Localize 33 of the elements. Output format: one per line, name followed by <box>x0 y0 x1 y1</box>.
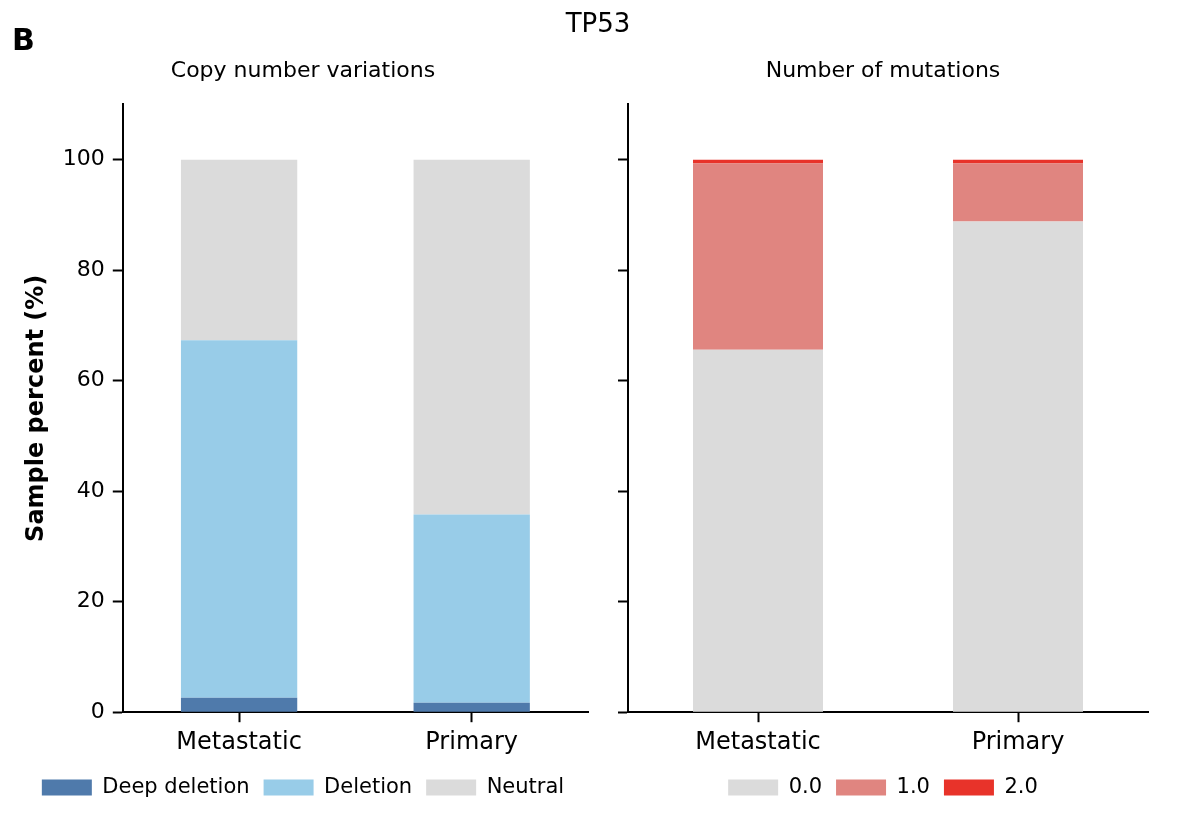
x-tick-label: Primary <box>425 726 519 755</box>
bar <box>413 702 530 712</box>
legend-label: Neutral <box>486 773 565 798</box>
y-tick-label: 20 <box>76 587 105 613</box>
y-tick-label: 100 <box>62 145 105 171</box>
text: B <box>12 22 35 57</box>
bar <box>953 221 1083 712</box>
legend-label: 0.0 <box>788 773 823 798</box>
bar <box>180 697 298 712</box>
x-tick-label: Metastatic <box>695 726 821 755</box>
bar <box>693 163 823 350</box>
y-tick-label: 60 <box>76 366 105 392</box>
bar <box>953 163 1083 222</box>
bar <box>180 159 298 341</box>
y-tick-label: 80 <box>76 255 105 281</box>
bar <box>693 159 823 164</box>
legend-label: Deep deletion <box>102 773 250 798</box>
chart-title: Copy number variations <box>170 56 436 82</box>
bar <box>693 349 823 712</box>
legend-label: 2.0 <box>1004 773 1038 798</box>
x-tick-label: Primary <box>971 726 1065 755</box>
text: TP53 <box>565 8 631 38</box>
y-axis-title: Sample percent (%) <box>20 274 49 542</box>
bar <box>180 340 298 698</box>
chart-title: Number of mutations <box>765 56 1001 82</box>
y-tick-label: 40 <box>76 476 105 502</box>
x-tick-label: Metastatic <box>176 726 302 755</box>
legend-label: Deletion <box>324 773 413 798</box>
y-tick-label: 0 <box>90 697 105 723</box>
legend-label: 1.0 <box>896 773 930 798</box>
bar <box>413 514 530 703</box>
bar <box>953 159 1083 164</box>
bar <box>413 159 530 515</box>
